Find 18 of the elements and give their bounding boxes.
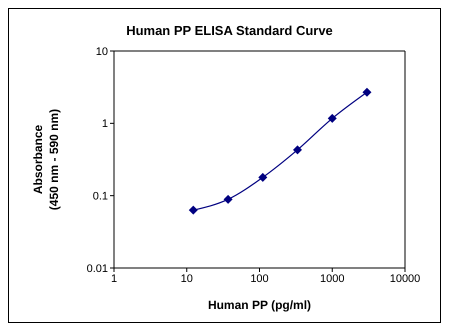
x-tick-label: 100 [250, 272, 269, 285]
point [328, 114, 337, 123]
y-tick-label: 1 [102, 118, 108, 130]
x-axis-title: Human PP (pg/ml) [208, 298, 312, 312]
point [293, 145, 302, 154]
x-tick-label: 10 [180, 272, 193, 285]
y-tick-label: 10 [96, 46, 108, 58]
y-axis-title: Absorbance (450 nm - 590 nm) [31, 108, 61, 210]
y-tick-label: 0.01 [86, 262, 108, 275]
x-tick-label: 10000 [390, 272, 420, 285]
point [362, 88, 372, 97]
point [188, 206, 198, 215]
x-tick-label: 1 [110, 272, 118, 285]
point [224, 194, 233, 204]
point [258, 172, 268, 182]
x-tick-label: 1000 [320, 272, 344, 285]
chart-title: Human PP ELISA Standard Curve [125, 23, 334, 38]
y-tick-label: 0.1 [92, 190, 108, 203]
